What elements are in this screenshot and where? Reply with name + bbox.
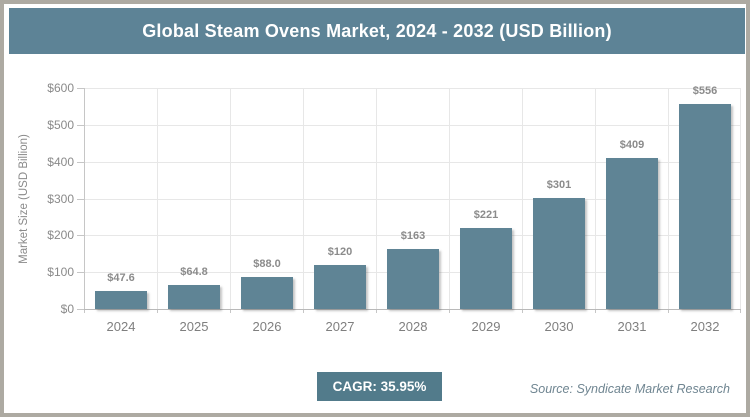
bar-value-label: $88.0 — [253, 258, 281, 270]
bar-value-label: $120 — [327, 246, 353, 258]
x-tick — [668, 309, 669, 313]
y-tick — [77, 272, 84, 273]
x-axis-line — [84, 309, 741, 310]
gridline-h — [84, 88, 741, 89]
bar-value-label: $301 — [546, 179, 572, 191]
x-tick — [84, 309, 85, 313]
y-tick — [77, 199, 84, 200]
cagr-badge: CAGR: 35.95% — [317, 372, 442, 401]
x-tick-label: 2032 — [690, 319, 720, 334]
source-text: Source: Syndicate Market Research — [529, 382, 730, 396]
bar-value-label: $556 — [692, 85, 718, 97]
x-tick — [376, 309, 377, 313]
gridline-v — [230, 88, 231, 309]
x-tick-label: 2026 — [252, 319, 282, 334]
gridline-v — [522, 88, 523, 309]
x-tick-label: 2024 — [106, 319, 136, 334]
bar-2028 — [387, 249, 439, 309]
gridline-v — [157, 88, 158, 309]
x-tick — [449, 309, 450, 313]
x-tick-label: 2028 — [398, 319, 428, 334]
bar-value-label: $221 — [473, 209, 499, 221]
x-tick — [522, 309, 523, 313]
gridline-v — [740, 88, 741, 309]
gridline-v — [376, 88, 377, 309]
bar-value-label: $163 — [400, 230, 426, 242]
y-tick — [77, 88, 84, 89]
bar-2027 — [314, 265, 366, 309]
y-tick-label: $400 — [47, 155, 74, 169]
gridline-h — [84, 125, 741, 126]
bar-2024 — [95, 291, 147, 309]
y-tick-label: $300 — [47, 192, 74, 206]
gridline-v — [668, 88, 669, 309]
gridline-v — [303, 88, 304, 309]
x-tick — [157, 309, 158, 313]
y-tick-label: $0 — [60, 302, 74, 316]
bar-2026 — [241, 277, 293, 309]
x-tick — [595, 309, 596, 313]
y-tick-label: $100 — [47, 265, 74, 279]
y-tick-label: $600 — [47, 81, 74, 95]
x-tick-label: 2027 — [325, 319, 355, 334]
y-tick-label: $200 — [47, 228, 74, 242]
plot-area: Market Size (USD Billion) $0 $100 $200 $300… — [18, 81, 741, 334]
bar-value-label: $47.6 — [107, 272, 135, 284]
gridline-h — [84, 162, 741, 163]
x-tick — [303, 309, 304, 313]
bar-2030 — [533, 198, 585, 309]
bar-2031 — [606, 158, 658, 309]
x-tick-label: 2029 — [471, 319, 501, 334]
gridline-h — [84, 199, 741, 200]
bar-2029 — [460, 228, 512, 309]
y-tick — [77, 162, 84, 163]
bar-value-label: $409 — [619, 139, 645, 151]
x-tick — [740, 309, 741, 313]
y-tick — [77, 235, 84, 236]
bar-2032 — [679, 104, 731, 309]
y-axis-line — [84, 88, 85, 309]
gridline-v — [449, 88, 450, 309]
chart-title: Global Steam Ovens Market, 2024 - 2032 (… — [9, 8, 745, 54]
bar-2025 — [168, 285, 220, 309]
y-tick-label: $500 — [47, 118, 74, 132]
y-tick — [77, 125, 84, 126]
x-tick-label: 2030 — [544, 319, 574, 334]
x-tick — [230, 309, 231, 313]
y-tick — [77, 309, 84, 310]
gridline-v — [595, 88, 596, 309]
x-tick-label: 2031 — [617, 319, 647, 334]
x-tick-label: 2025 — [179, 319, 209, 334]
bar-value-label: $64.8 — [180, 266, 208, 278]
gridline-h — [84, 235, 741, 236]
